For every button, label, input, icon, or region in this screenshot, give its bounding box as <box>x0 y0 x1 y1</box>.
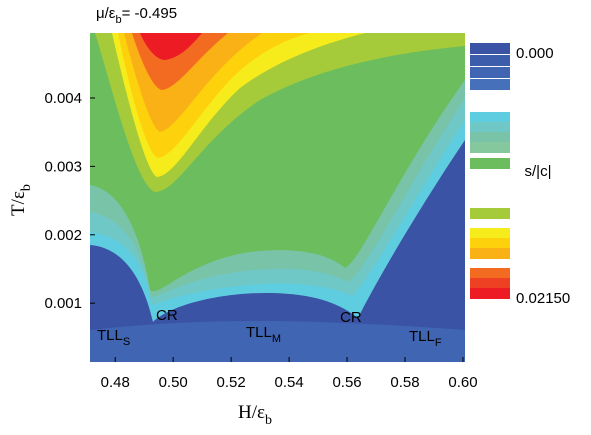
y-tick-label: 0.004 <box>44 90 82 107</box>
colorbar-swatch <box>470 122 510 133</box>
annotation: TLLS <box>97 327 130 348</box>
colorbar-swatch <box>470 132 510 143</box>
title-rest: = -0.495 <box>122 5 177 22</box>
annotation: CR <box>340 309 362 326</box>
y-tick-label: 0.001 <box>44 295 82 312</box>
x-axis-label: H/εb <box>238 402 272 428</box>
colorbar-swatch <box>470 268 510 279</box>
y-label-sub: b <box>19 184 34 191</box>
colorbar-swatch <box>470 208 510 219</box>
annotation-sub: S <box>123 336 130 348</box>
colorbar-swatch <box>470 278 510 289</box>
colorbar-swatch <box>470 248 510 259</box>
x-tick-label: 0.60 <box>448 374 477 391</box>
x-tick-label: 0.56 <box>332 374 361 391</box>
colorbar-swatch <box>470 288 510 299</box>
contour-region <box>90 321 465 362</box>
contour-region <box>90 140 465 362</box>
y-label-text: T/ε <box>8 191 29 216</box>
colorbar-swatch <box>470 158 510 169</box>
colorbar-swatch <box>470 67 510 78</box>
annotation-text: TLL <box>97 327 123 344</box>
title-sub: b <box>116 14 122 26</box>
x-tick-label: 0.58 <box>390 374 419 391</box>
annotation-sub: M <box>272 333 281 345</box>
x-tick-label: 0.50 <box>159 374 188 391</box>
annotation-text: TLL <box>409 328 435 345</box>
x-label-text: H/ε <box>238 402 265 423</box>
annotation: TLLF <box>409 328 442 349</box>
y-tick-label: 0.003 <box>44 158 82 175</box>
title-text: μ/ε <box>96 5 116 22</box>
annotation: CR <box>156 307 178 324</box>
annotation: TLLM <box>246 324 281 345</box>
x-label-sub: b <box>265 413 272 428</box>
y-axis-label: T/εb <box>8 184 34 216</box>
colorbar-swatch <box>470 142 510 153</box>
chart-title: μ/εb= -0.495 <box>96 5 177 26</box>
x-tick-label: 0.48 <box>101 374 130 391</box>
y-tick-label: 0.002 <box>44 227 82 244</box>
colorbar-tick-label: 0.000 <box>516 45 554 62</box>
x-tick-label: 0.52 <box>217 374 246 391</box>
colorbar-label: s/|c| <box>525 163 552 180</box>
x-tick-label: 0.54 <box>274 374 303 391</box>
annotation-sub: F <box>435 337 442 349</box>
colorbar-swatch <box>470 238 510 249</box>
colorbar-swatch <box>470 43 510 54</box>
colorbar-swatch <box>470 112 510 123</box>
colorbar-swatch <box>470 55 510 66</box>
annotation-text: CR <box>340 309 362 326</box>
colorbar-swatch <box>470 79 510 90</box>
contour-region <box>140 33 202 60</box>
colorbar-swatch <box>470 228 510 239</box>
colorbar-tick-label: 0.02150 <box>516 290 570 307</box>
annotation-text: TLL <box>246 324 272 341</box>
annotation-text: CR <box>156 307 178 324</box>
